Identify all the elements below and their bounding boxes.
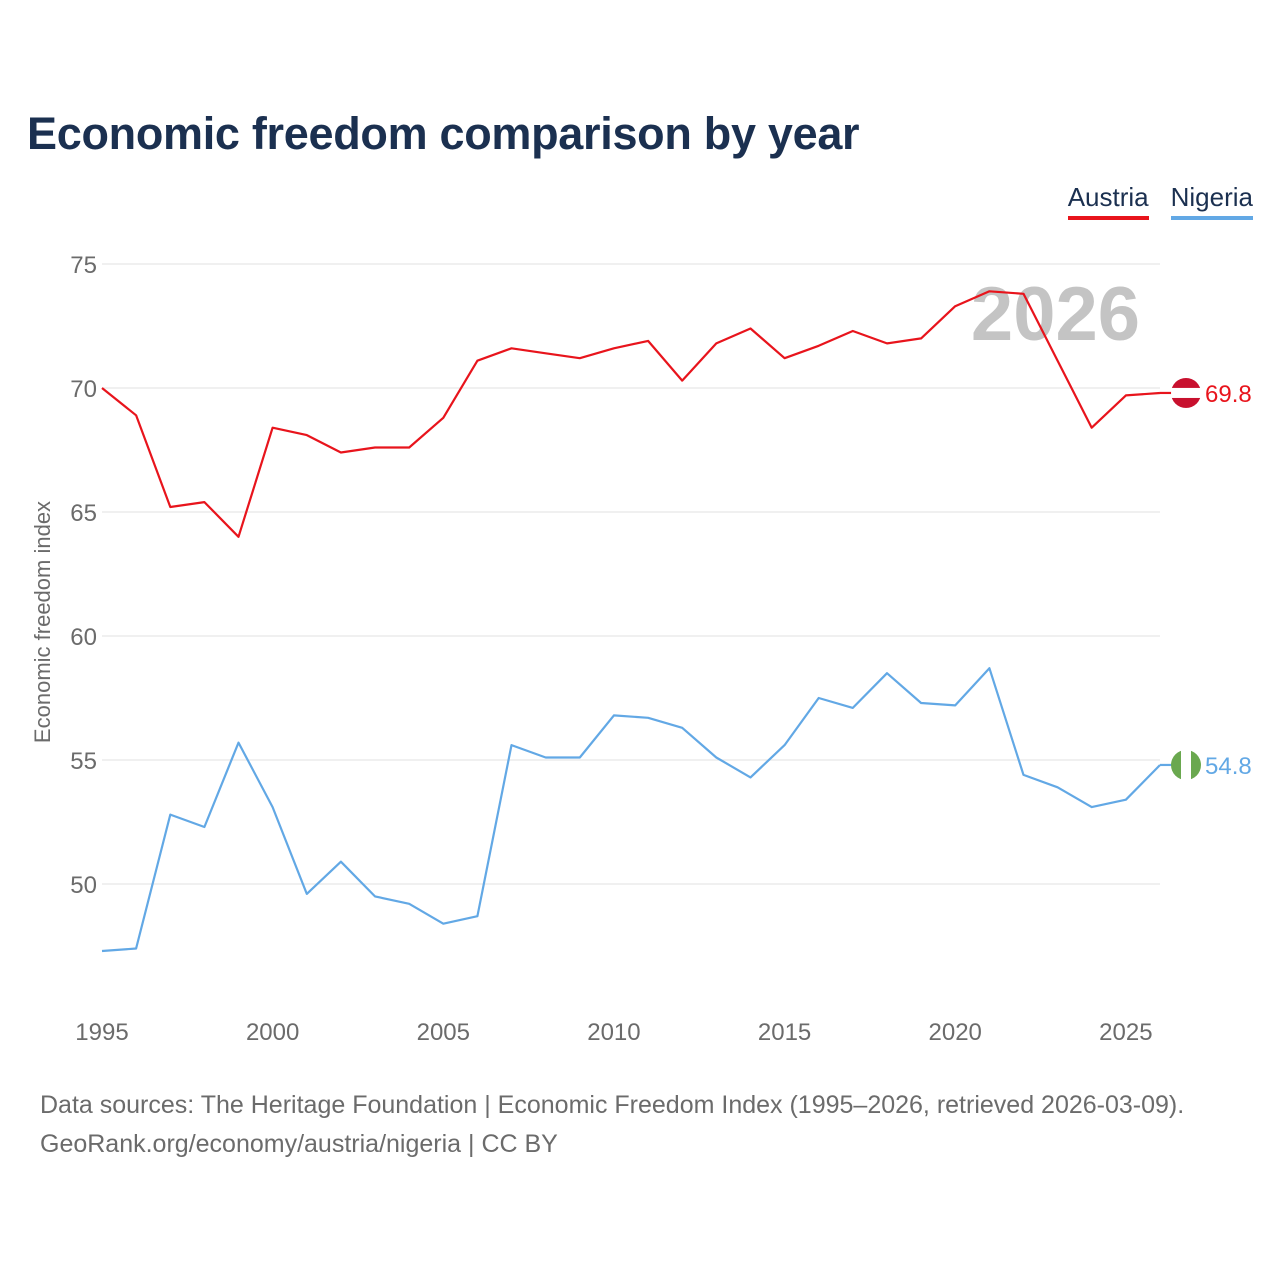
x-tick-label: 2005 <box>417 1019 470 1046</box>
gridlines <box>102 263 1160 885</box>
y-tick-label: 70 <box>70 376 97 403</box>
series-endpoints: 69.8 54.8 <box>1160 377 1252 780</box>
chart-legend: Austria Nigeria <box>1067 183 1253 220</box>
chart-title: Economic freedom comparison by year <box>27 108 860 159</box>
x-tick-label: 2000 <box>246 1019 299 1046</box>
y-tick-label: 65 <box>70 500 97 527</box>
data-source-note: Data sources: The Heritage Foundation | … <box>40 1091 1185 1119</box>
y-axis-ticks: 50 55 60 65 70 75 <box>70 252 97 899</box>
x-axis-ticks: 1995 2000 2005 2010 2015 2020 2025 <box>75 1019 1152 1046</box>
x-tick-label: 2020 <box>929 1019 982 1046</box>
x-tick-label: 2010 <box>587 1019 640 1046</box>
y-tick-label: 60 <box>70 624 97 651</box>
legend-item-austria[interactable]: Austria <box>1067 183 1149 220</box>
y-tick-label: 50 <box>70 872 97 899</box>
series-line-austria[interactable] <box>101 290 1161 538</box>
nigeria-flag-icon <box>1171 749 1201 780</box>
end-value-label-nigeria: 54.8 <box>1205 753 1252 780</box>
y-axis-label: Economic freedom index <box>30 501 55 743</box>
y-tick-label: 75 <box>70 252 97 279</box>
y-tick-label: 55 <box>70 748 97 775</box>
series-lines <box>101 290 1161 953</box>
attribution-link[interactable]: GeoRank.org/economy/austria/nigeria | CC… <box>40 1130 558 1158</box>
x-tick-label: 2025 <box>1099 1019 1152 1046</box>
austria-flag-icon <box>1171 377 1201 408</box>
x-tick-label: 2015 <box>758 1019 811 1046</box>
end-value-label-austria: 69.8 <box>1205 381 1252 408</box>
chart-footer: Data sources: The Heritage Foundation | … <box>40 1086 1184 1164</box>
year-watermark: 2026 <box>971 272 1140 357</box>
series-line-nigeria[interactable] <box>101 667 1161 953</box>
x-tick-label: 1995 <box>75 1019 128 1046</box>
legend-item-nigeria[interactable]: Nigeria <box>1170 183 1253 220</box>
